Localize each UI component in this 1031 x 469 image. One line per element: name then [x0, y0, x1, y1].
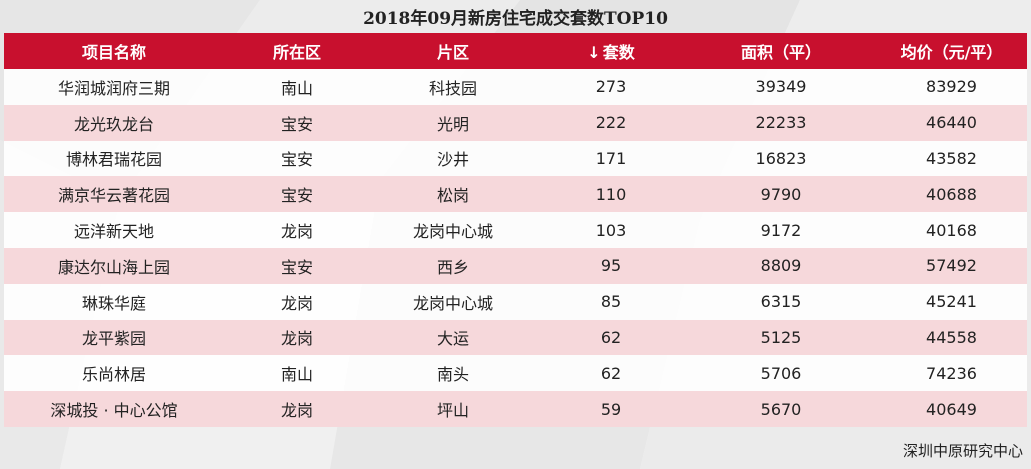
- table-header-row: 项目名称 所在区 片区 ↓ 套数 面积（平） 均价（元/平）: [4, 33, 1027, 69]
- ranking-table: 项目名称 所在区 片区 ↓ 套数 面积（平） 均价（元/平） 华润城润府三期 南山科…: [4, 33, 1027, 427]
- cell-avg-price: 40649: [876, 391, 1027, 427]
- cell-district: 龙岗: [224, 283, 370, 320]
- column-header-avg-price: 均价（元/平）: [876, 33, 1027, 69]
- table-row: 乐尚林居 南山 南头 62 5706 74236: [4, 355, 1027, 392]
- cell-project: 琳珠华庭: [4, 283, 224, 320]
- cell-district: 龙岗: [224, 391, 370, 427]
- cell-units: 273: [536, 69, 686, 105]
- table-row: 博林君瑞花园 宝安 沙井 171 16823 43582: [4, 140, 1027, 177]
- cell-area: 南头: [370, 355, 536, 392]
- cell-project: 远洋新天地: [4, 212, 224, 248]
- cell-floor-area: 22233: [686, 104, 876, 141]
- cell-district: 龙岗: [224, 319, 370, 356]
- cell-floor-area: 9172: [686, 212, 876, 248]
- cell-district: 宝安: [224, 247, 370, 284]
- cell-project: 乐尚林居: [4, 355, 224, 392]
- cell-avg-price: 43582: [876, 140, 1027, 177]
- column-header-project: 项目名称: [4, 33, 224, 69]
- column-header-units-label: 套数: [602, 43, 635, 62]
- cell-floor-area: 16823: [686, 140, 876, 177]
- column-header-district: 所在区: [224, 33, 370, 69]
- cell-area: 大运: [370, 319, 536, 356]
- cell-area: 龙岗中心城: [370, 212, 536, 248]
- cell-floor-area: 9790: [686, 176, 876, 213]
- cell-floor-area: 5670: [686, 391, 876, 427]
- column-header-units[interactable]: ↓ 套数: [536, 33, 686, 69]
- cell-units: 85: [536, 283, 686, 320]
- table-row: 深城投 · 中心公馆 龙岗 坪山 59 5670 40649: [4, 391, 1027, 427]
- table-row: 琳珠华庭 龙岗 龙岗中心城 85 6315 45241: [4, 283, 1027, 320]
- cell-units: 95: [536, 247, 686, 284]
- table-row: 康达尔山海上园 宝安 西乡 95 8809 57492: [4, 247, 1027, 284]
- cell-area: 科技园: [370, 69, 536, 105]
- cell-project: 华润城润府三期: [4, 69, 224, 105]
- cell-floor-area: 5706: [686, 355, 876, 392]
- cell-project: 龙平紫园: [4, 319, 224, 356]
- cell-floor-area: 8809: [686, 247, 876, 284]
- cell-avg-price: 45241: [876, 283, 1027, 320]
- column-header-floor-area: 面积（平）: [686, 33, 876, 69]
- cell-avg-price: 83929: [876, 69, 1027, 105]
- cell-project: 深城投 · 中心公馆: [4, 391, 224, 427]
- cell-district: 宝安: [224, 104, 370, 141]
- cell-units: 103: [536, 212, 686, 248]
- cell-avg-price: 40168: [876, 212, 1027, 248]
- cell-area: 光明: [370, 104, 536, 141]
- cell-district: 龙岗: [224, 212, 370, 248]
- cell-area: 松岗: [370, 176, 536, 213]
- cell-units: 110: [536, 176, 686, 213]
- cell-district: 南山: [224, 355, 370, 392]
- column-header-area: 片区: [370, 33, 536, 69]
- cell-avg-price: 46440: [876, 104, 1027, 141]
- table-row: 满京华云著花园 宝安 松岗 110 9790 40688: [4, 176, 1027, 213]
- cell-area: 坪山: [370, 391, 536, 427]
- cell-project: 龙光玖龙台: [4, 104, 224, 141]
- table-row: 华润城润府三期 南山 科技园 273 39349 83929: [4, 69, 1027, 105]
- cell-units: 62: [536, 355, 686, 392]
- cell-units: 62: [536, 319, 686, 356]
- cell-avg-price: 40688: [876, 176, 1027, 213]
- cell-district: 南山: [224, 69, 370, 105]
- sort-down-arrow-icon: ↓: [587, 43, 601, 62]
- table-row: 龙平紫园 龙岗 大运 62 5125 44558: [4, 319, 1027, 356]
- cell-units: 222: [536, 104, 686, 141]
- cell-floor-area: 6315: [686, 283, 876, 320]
- source-credit: 深圳中原研究中心: [902, 442, 1023, 460]
- cell-district: 宝安: [224, 176, 370, 213]
- cell-units: 59: [536, 391, 686, 427]
- cell-project: 康达尔山海上园: [4, 247, 224, 284]
- chart-title: 2018年09月新房住宅成交套数TOP10: [363, 9, 668, 29]
- cell-area: 龙岗中心城: [370, 283, 536, 320]
- cell-project: 博林君瑞花园: [4, 140, 224, 177]
- cell-units: 171: [536, 140, 686, 177]
- cell-avg-price: 44558: [876, 319, 1027, 356]
- cell-area: 西乡: [370, 247, 536, 284]
- table-row: 远洋新天地 龙岗 龙岗中心城 103 9172 40168: [4, 212, 1027, 248]
- table-row: 龙光玖龙台 宝安 光明 222 22233 46440: [4, 104, 1027, 141]
- cell-area: 沙井: [370, 140, 536, 177]
- cell-project: 满京华云著花园: [4, 176, 224, 213]
- cell-floor-area: 39349: [686, 69, 876, 105]
- cell-avg-price: 74236: [876, 355, 1027, 392]
- cell-floor-area: 5125: [686, 319, 876, 356]
- cell-avg-price: 57492: [876, 247, 1027, 284]
- cell-district: 宝安: [224, 140, 370, 177]
